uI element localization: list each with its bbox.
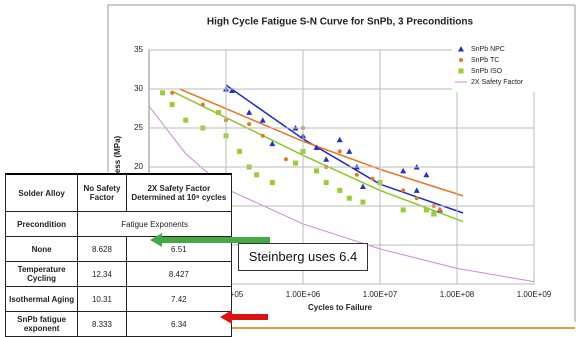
point [346,195,352,201]
point [336,136,343,143]
point [400,167,407,174]
table-cell: 8.333 [77,311,127,337]
legend [452,42,536,92]
x-axis-label: Cycles to Failure [308,303,373,312]
table-cell: 8.427 [125,261,233,287]
point [401,188,406,193]
point [216,109,222,115]
point [200,102,205,107]
y-tick-label: 20 [134,162,143,171]
table-cell: 10.31 [77,286,127,312]
chart-title: High Cycle Fatigue S-N Curve for SnPb, 3… [207,17,474,28]
table-cell: 6.51 [125,236,233,262]
y-tick-label: 30 [134,84,143,93]
point [359,183,366,189]
point [237,148,243,154]
point [431,211,437,217]
y-tick-label: 35 [134,45,143,54]
point [283,157,288,162]
point [400,207,406,213]
point [354,172,359,177]
table-row: Solder Alloy No Safety Factor 2X Safety Fa… [4,173,233,212]
x-tick-label: 1.00E+09 [517,290,552,299]
table-cell: Precondition [4,211,79,237]
point [170,90,175,95]
point [323,180,329,186]
table-row: Precondition Fatigue Exponents [4,211,232,237]
table-cell: 7.42 [125,286,233,312]
legend-label: SnPb TC [471,57,499,64]
table-cell: No Safety Factor [77,173,127,212]
point [169,102,175,108]
point [246,109,253,115]
point [269,180,275,186]
point [269,140,276,147]
point [254,172,260,178]
point [413,187,420,193]
y-axis-label: Stress (MPa) [113,135,122,184]
point [247,122,252,127]
table-cell: Isothermal Aging [4,286,79,312]
point [437,207,442,212]
table-cell: None [4,236,79,262]
x-tick-label: 1.00E+08 [440,290,475,299]
point [314,168,320,174]
table-row: Temperature Cycling 12.34 8.427 [4,261,233,287]
point [160,90,166,96]
table-row: Isothermal Aging 10.31 7.42 [4,286,233,312]
legend-swatch [458,46,464,52]
table-cell: SnPb fatigue exponent [4,311,79,337]
line [225,84,464,214]
point [337,149,342,154]
table: Solder Alloy No Safety Factor 2X Safety Fa… [4,173,233,337]
table-cell: 12.34 [77,261,127,287]
x-tick-label: 1.00E+07 [363,290,398,299]
point [346,148,353,154]
point [313,144,320,150]
legend-swatch [459,58,463,62]
table-cell: Temperature Cycling [4,261,79,287]
table-cell: 8.628 [77,236,127,262]
table-cell: 2X Safety Factor Determined at 10⁸ cycle… [125,173,233,212]
point [293,160,299,166]
point [360,199,366,205]
legend-label: SnPb ISO [471,68,503,75]
callout: Steinberg uses 6.4 [238,243,368,271]
point [337,187,343,193]
legend-label: SnPb NPC [471,46,505,53]
table-cell: Fatigue Exponents [77,211,232,237]
point [414,196,419,201]
legend-label: 2X Safety Factor [471,79,524,86]
table-cell: Solder Alloy [4,173,79,212]
point [183,117,189,123]
point [370,176,375,181]
legend-swatch [458,68,464,74]
point [260,133,265,138]
point [259,117,266,123]
point [229,87,236,94]
table-cell: 6.34 [125,311,233,337]
table-row: None 8.628 6.51 [4,236,233,262]
line [179,88,464,197]
x-tick-label: 1.00E+06 [286,290,321,299]
y-tick-label: 25 [134,123,143,132]
point [423,171,430,178]
table-row: SnPb fatigue exponent 8.333 6.34 [4,311,233,337]
point [323,156,330,162]
point [423,207,429,213]
